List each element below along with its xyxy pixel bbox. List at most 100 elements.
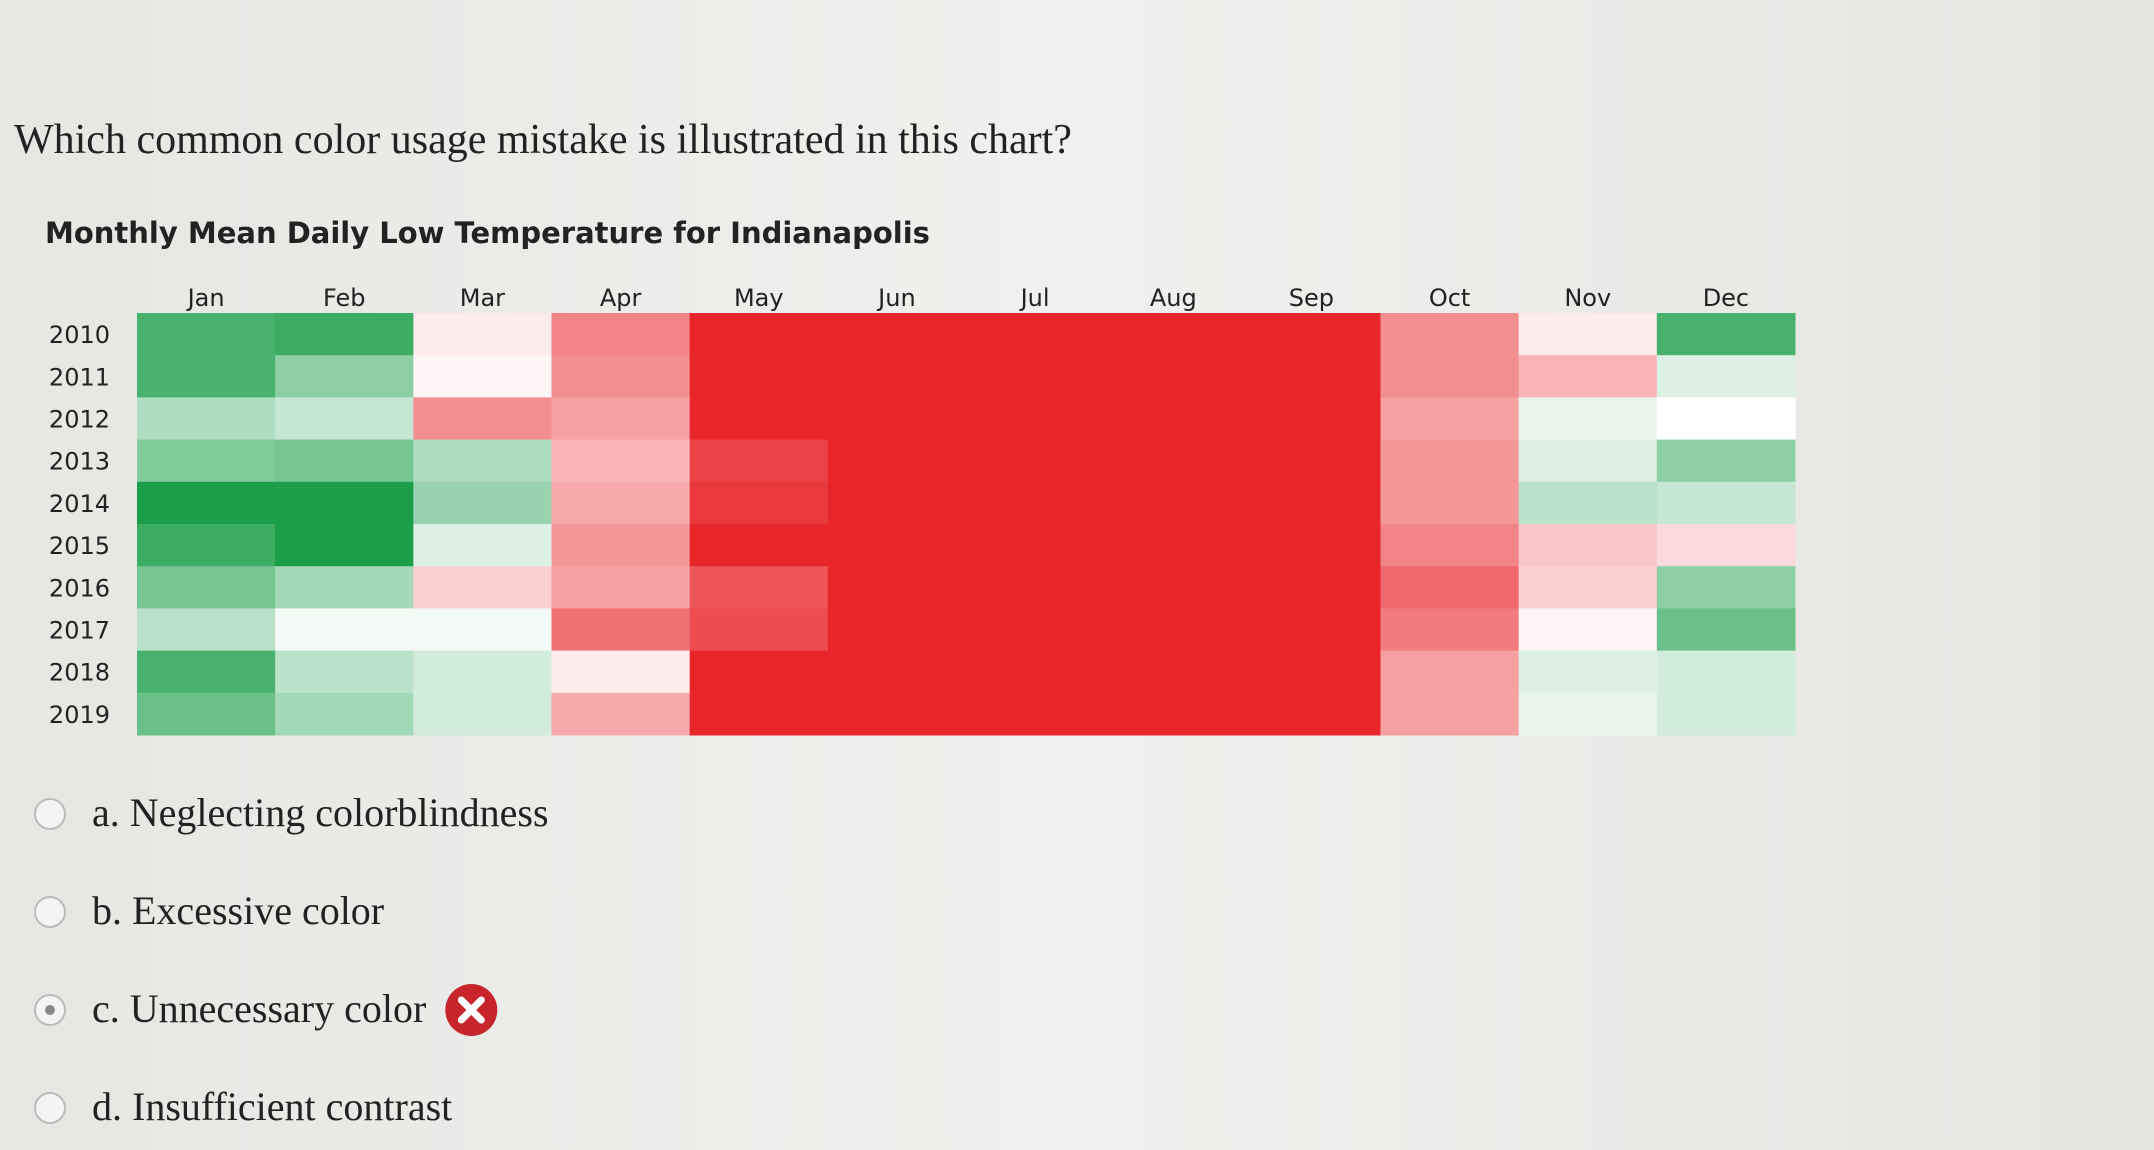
option-label[interactable]: d. Insufficient contrast bbox=[92, 1084, 452, 1129]
heat-cell bbox=[1380, 313, 1520, 356]
heat-cell bbox=[1104, 355, 1243, 398]
heat-cell bbox=[827, 692, 967, 736]
x-tick-label: Dec bbox=[1703, 284, 1749, 312]
option-label[interactable]: a. Neglecting colorblindness bbox=[92, 790, 549, 835]
y-tick-label: 2019 bbox=[49, 701, 110, 729]
x-tick-label: Sep bbox=[1289, 284, 1334, 312]
heat-cell bbox=[137, 608, 276, 652]
heat-cell bbox=[1104, 650, 1243, 694]
heat-cell bbox=[1380, 608, 1520, 652]
heat-cell bbox=[1104, 608, 1243, 652]
heat-cell bbox=[1380, 566, 1520, 609]
heat-cell bbox=[551, 397, 691, 441]
heat-cell bbox=[1242, 692, 1381, 736]
radio-button[interactable] bbox=[34, 798, 66, 830]
heat-cell bbox=[689, 692, 829, 736]
heat-cell bbox=[413, 313, 552, 356]
heat-cell bbox=[827, 481, 967, 525]
option-label[interactable]: b. Excessive color bbox=[92, 888, 384, 933]
heat-cell bbox=[137, 650, 276, 694]
heat-cell bbox=[1104, 439, 1243, 483]
heat-cell bbox=[275, 397, 414, 441]
option[interactable]: d. Insufficient contrast bbox=[34, 1084, 452, 1129]
heat-cell bbox=[1518, 397, 1658, 441]
x-tick-label: Aug bbox=[1150, 284, 1197, 312]
heat-cell bbox=[1656, 481, 1796, 525]
heat-cell bbox=[275, 439, 414, 483]
heat-cell bbox=[1656, 692, 1796, 736]
heat-cell bbox=[1242, 397, 1381, 441]
x-tick-label: Mar bbox=[460, 284, 505, 312]
heat-cell bbox=[1518, 692, 1658, 736]
heat-cell bbox=[966, 524, 1105, 567]
heat-cell bbox=[413, 692, 552, 736]
y-tick-label: 2013 bbox=[49, 448, 110, 476]
heat-cell bbox=[137, 566, 276, 609]
heat-cell bbox=[413, 355, 552, 398]
y-tick-label: 2015 bbox=[49, 532, 110, 560]
y-tick-label: 2012 bbox=[49, 406, 110, 434]
heat-cell bbox=[827, 650, 967, 694]
heat-cell bbox=[827, 608, 967, 652]
heat-cell bbox=[966, 439, 1105, 483]
heat-cell bbox=[1656, 650, 1796, 694]
heat-cell bbox=[1380, 355, 1520, 398]
radio-button[interactable] bbox=[34, 896, 66, 928]
heat-cell bbox=[1242, 481, 1381, 525]
y-tick-label: 2011 bbox=[49, 363, 110, 391]
heat-cell bbox=[827, 566, 967, 609]
heat-cell bbox=[551, 481, 691, 525]
heat-cell bbox=[551, 692, 691, 736]
heat-cell bbox=[689, 397, 829, 441]
x-tick-label: Jan bbox=[186, 284, 225, 312]
heat-cell bbox=[1242, 313, 1381, 356]
heatmap: Jan Feb Mar Apr May Jun Jul Aug Sep Oct Nov Dec 2010… bbox=[49, 284, 1796, 736]
heat-cell bbox=[689, 313, 829, 356]
heat-cell bbox=[1656, 355, 1796, 398]
y-tick-label: 2016 bbox=[49, 574, 110, 602]
option-label[interactable]: c. Unnecessary color bbox=[92, 986, 426, 1031]
option[interactable]: b. Excessive color bbox=[34, 888, 384, 933]
heat-cell bbox=[275, 481, 414, 525]
x-tick-label: May bbox=[734, 284, 784, 312]
heat-cell bbox=[1380, 397, 1520, 441]
heat-cell bbox=[966, 313, 1105, 356]
heat-cell bbox=[1380, 439, 1520, 483]
heat-cell bbox=[275, 313, 414, 356]
heat-cell bbox=[1242, 355, 1381, 398]
heat-cell bbox=[413, 566, 552, 609]
x-tick-label: Oct bbox=[1429, 284, 1471, 312]
heat-cell bbox=[551, 439, 691, 483]
heat-cell bbox=[137, 397, 276, 441]
heat-cell bbox=[1104, 481, 1243, 525]
x-tick-label: Jul bbox=[1019, 284, 1050, 312]
options: a. Neglecting colorblindness b. Excessive… bbox=[34, 790, 549, 1129]
heat-cell bbox=[966, 397, 1105, 441]
question: Which common color usage mistake is illu… bbox=[14, 117, 1072, 163]
heat-cell bbox=[1518, 650, 1658, 694]
x-tick-label: Nov bbox=[1564, 284, 1611, 312]
heat-cell bbox=[137, 439, 276, 483]
heat-cell bbox=[966, 566, 1105, 609]
heat-cell bbox=[137, 355, 276, 398]
heat-cell bbox=[551, 313, 691, 356]
heat-cell bbox=[827, 439, 967, 483]
heat-cell bbox=[275, 608, 414, 652]
heat-cell bbox=[1518, 355, 1658, 398]
heat-cell bbox=[1242, 524, 1381, 567]
heat-cell bbox=[827, 524, 967, 567]
option[interactable]: c. Unnecessary color bbox=[34, 984, 498, 1036]
heat-cell bbox=[1656, 397, 1796, 441]
incorrect-cross bbox=[457, 996, 485, 1024]
heat-cell bbox=[275, 524, 414, 567]
option[interactable]: a. Neglecting colorblindness bbox=[34, 790, 549, 835]
heat-cell bbox=[1518, 313, 1658, 356]
heat-cell bbox=[1656, 566, 1796, 609]
heat-cell bbox=[1242, 566, 1381, 609]
heat-cell bbox=[1656, 608, 1796, 652]
radio-button[interactable] bbox=[34, 1092, 66, 1124]
heat-cell bbox=[1104, 524, 1243, 567]
heat-cell bbox=[1242, 650, 1381, 694]
heat-cell bbox=[137, 481, 276, 525]
